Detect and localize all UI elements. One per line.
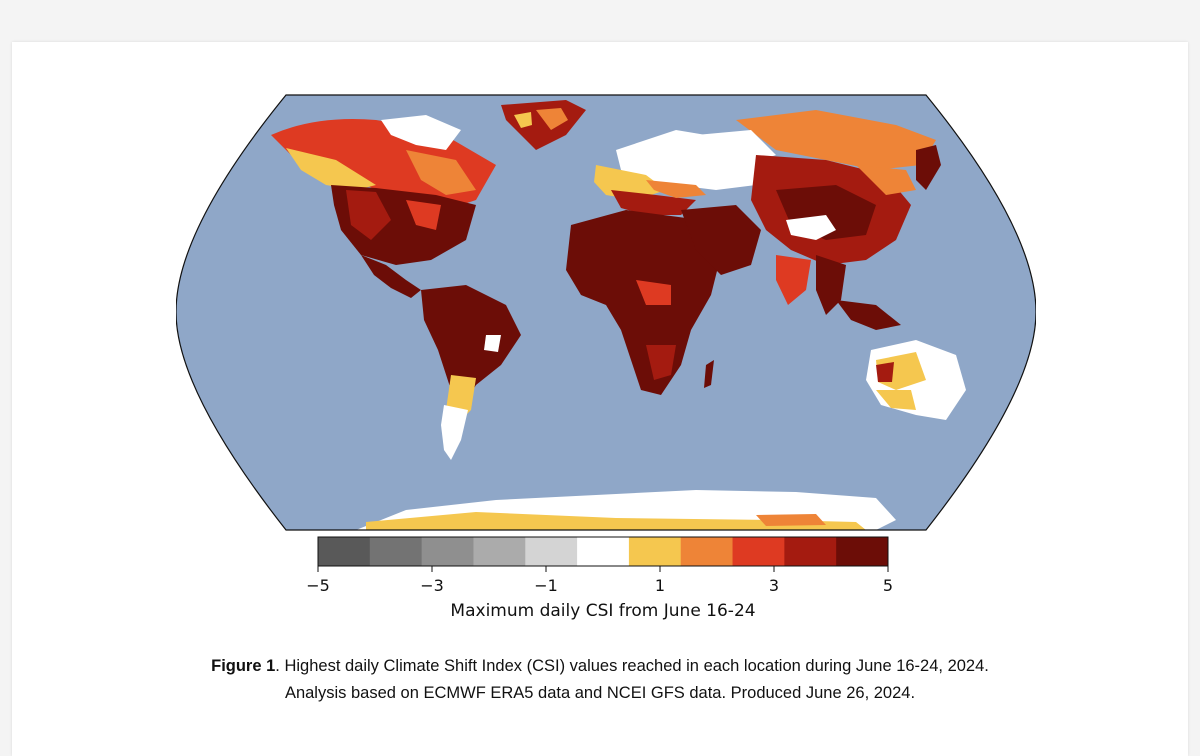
colorbar-bin — [732, 537, 785, 566]
colorbar-tick-label: −3 — [420, 576, 444, 595]
south-america — [421, 285, 521, 460]
world-map — [175, 90, 1037, 539]
map-border — [175, 94, 1037, 531]
asia — [696, 110, 941, 330]
colorbar-svg — [317, 536, 889, 572]
colorbar-bin — [628, 537, 682, 566]
colorbar-tick-label: 3 — [768, 576, 780, 595]
caption-line-1: Figure 1. Highest daily Climate Shift In… — [0, 657, 1200, 676]
australia — [866, 340, 966, 420]
colorbar-bin — [836, 537, 889, 566]
colorbar-tick-label: −5 — [306, 576, 330, 595]
middle-east — [681, 205, 761, 275]
colorbar-frame — [317, 536, 889, 567]
colorbar-tick-label: 1 — [654, 576, 666, 595]
colorbar-bin — [680, 537, 734, 566]
colorbar-tick-label: 5 — [882, 576, 894, 595]
colorbar-bin — [421, 537, 474, 566]
colorbar-bin — [473, 537, 526, 566]
colorbar-bin — [525, 537, 578, 566]
caption-text-1: . Highest daily Climate Shift Index (CSI… — [275, 657, 989, 675]
world-map-svg — [175, 94, 1037, 531]
colorbar: −5 −3 −1 1 3 5 Maximum daily CSI from June 16… — [298, 535, 908, 630]
colorbar-bin — [577, 537, 630, 566]
figure-label: Figure 1 — [211, 657, 276, 675]
colorbar-bin — [784, 537, 837, 566]
greenland — [501, 100, 586, 150]
colorbar-label: Maximum daily CSI from June 16-24 — [450, 601, 756, 621]
africa — [566, 210, 721, 395]
colorbar-bin — [369, 537, 423, 566]
colorbar-tick-label: −1 — [534, 576, 558, 595]
colorbar-bin — [318, 537, 371, 566]
caption-line-2: Analysis based on ECMWF ERA5 data and NC… — [284, 684, 916, 702]
north-america — [271, 115, 496, 298]
antarctica — [356, 490, 896, 530]
